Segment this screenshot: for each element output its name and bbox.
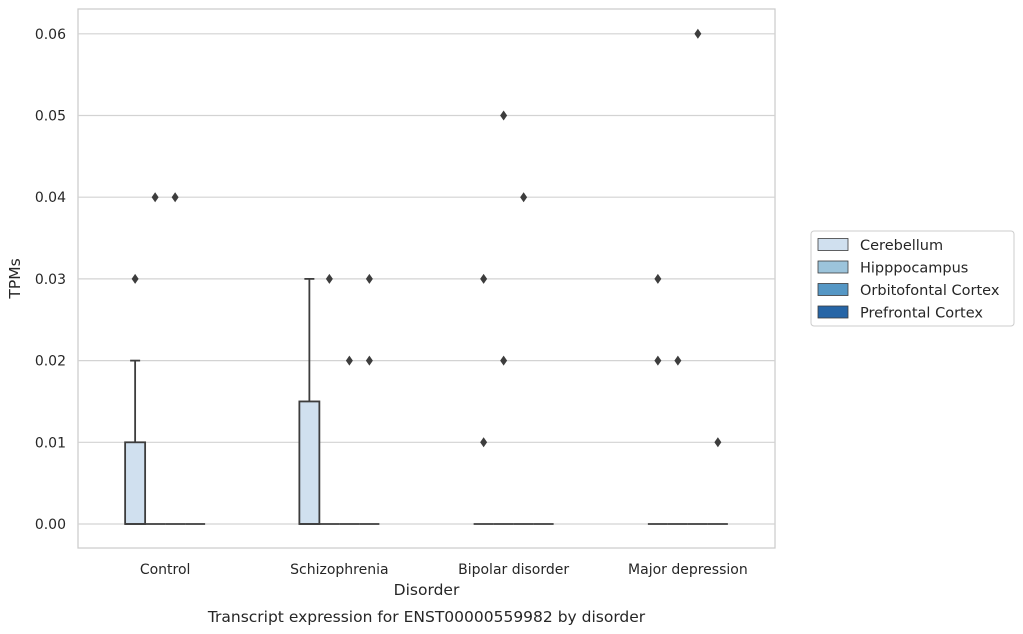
outlier-point <box>325 273 333 284</box>
y-tick-label: 0.02 <box>35 354 66 370</box>
outlier-point <box>674 355 682 366</box>
outlier-point <box>480 437 488 448</box>
y-tick-label: 0.06 <box>35 27 66 43</box>
outlier-point <box>654 355 662 366</box>
outlier-point <box>654 273 662 284</box>
outlier-point <box>520 192 528 203</box>
outlier-point <box>131 273 139 284</box>
legend-label: Prefrontal Cortex <box>860 306 983 322</box>
x-tick-labels: Control Schizophrenia Bipolar disorder Majo… <box>140 562 748 578</box>
outlier-point <box>365 273 373 284</box>
x-tick-label: Major depression <box>628 562 748 578</box>
y-tick-labels: 0.00 0.01 0.02 0.03 0.04 0.05 0.06 <box>35 27 66 533</box>
x-tick-label: Bipolar disorder <box>458 562 569 578</box>
outlier-point <box>480 273 488 284</box>
boxes <box>124 28 728 525</box>
y-tick-label: 0.00 <box>35 517 66 533</box>
legend-swatch <box>817 238 849 251</box>
outlier-point <box>345 355 353 366</box>
x-axis-title: Disorder <box>394 581 460 599</box>
y-tick-label: 0.04 <box>35 190 66 206</box>
outlier-point <box>500 355 508 366</box>
outlier-point <box>500 110 508 121</box>
legend: Cerebellum Hipppocampus Orbitofontal Corte… <box>810 230 1015 327</box>
legend-label: Hipppocampus <box>860 261 968 277</box>
y-axis-title: TPMs <box>6 258 24 299</box>
y-tick-label: 0.01 <box>35 435 66 451</box>
outlier-point <box>714 437 722 448</box>
outlier-point <box>151 192 159 203</box>
legend-frame <box>810 230 1015 327</box>
x-tick-label: Schizophrenia <box>290 562 388 578</box>
chart-caption: Transcript expression for ENST0000055998… <box>207 608 646 626</box>
legend-swatch <box>817 305 849 319</box>
y-tick-label: 0.05 <box>35 109 66 125</box>
legend-label: Cerebellum <box>860 238 943 254</box>
legend-swatch <box>817 283 849 296</box>
outlier-point <box>694 28 702 39</box>
y-tick-label: 0.03 <box>35 272 66 288</box>
legend-swatch <box>817 260 849 274</box>
outlier-point <box>365 355 373 366</box>
x-tick-label: Control <box>140 562 191 578</box>
box <box>124 441 147 525</box>
outlier-point <box>171 192 179 203</box>
legend-label: Orbitofontal Cortex <box>860 283 1000 299</box>
box <box>298 400 321 525</box>
